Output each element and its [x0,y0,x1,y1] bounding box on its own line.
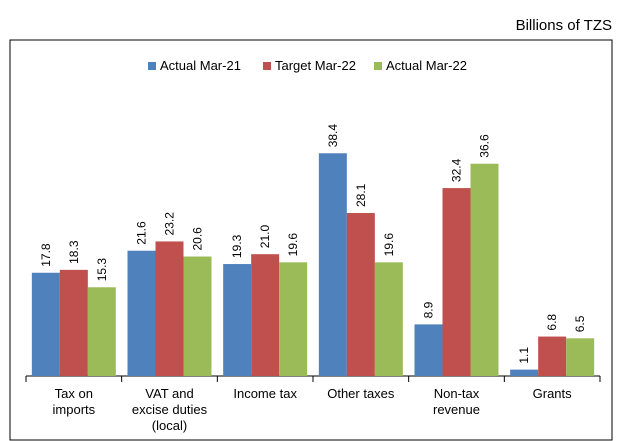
bar [346,213,375,376]
x-tick-label: Other taxes [327,386,395,401]
bar [374,262,403,376]
chart-subtitle: Billions of TZS [516,17,612,34]
plot-frame [9,39,613,441]
data-label: 19.6 [286,233,300,257]
data-label: 18.3 [67,240,81,264]
bar [183,256,212,376]
bar [59,269,88,376]
bar [155,241,184,376]
data-label: 36.6 [478,134,492,158]
bar [510,369,539,376]
data-label: 21.0 [258,225,272,249]
data-label: 20.6 [191,227,205,251]
bar [31,272,60,376]
x-tick-label: Non-tax revenue [433,386,480,417]
x-tick-label: Tax on imports [52,386,96,417]
data-label: 28.1 [354,183,368,207]
x-tick-label: Grants [532,386,572,401]
bar [442,188,471,376]
bar [251,254,280,376]
bar [223,264,252,376]
data-label: 23.2 [163,212,177,236]
legend-label: Actual Mar-22 [386,58,467,73]
data-label: 6.5 [573,315,587,332]
data-label: 38.4 [326,124,340,148]
bar [87,287,116,376]
bar [127,250,156,376]
data-label: 19.3 [230,234,244,258]
x-tick-label: Income tax [233,386,297,401]
bar [470,163,499,376]
data-label: 1.1 [517,347,531,364]
data-label: 15.3 [95,258,109,282]
data-label: 17.8 [39,243,53,267]
bar [279,262,308,376]
data-label: 6.8 [545,314,559,331]
legend-swatch [374,62,382,70]
data-label: 21.6 [135,221,149,245]
legend-label: Actual Mar-21 [160,58,241,73]
legend-swatch [148,62,156,70]
data-label: 32.4 [450,158,464,182]
bar [414,324,443,376]
legend-swatch [263,62,271,70]
bar [566,338,595,376]
data-label: 19.6 [382,233,396,257]
bar [538,336,567,376]
legend-label: Target Mar-22 [275,58,356,73]
x-tick-label: VAT and excise duties (local) [131,386,208,433]
data-label: 8.9 [422,301,436,318]
bar [318,153,347,376]
